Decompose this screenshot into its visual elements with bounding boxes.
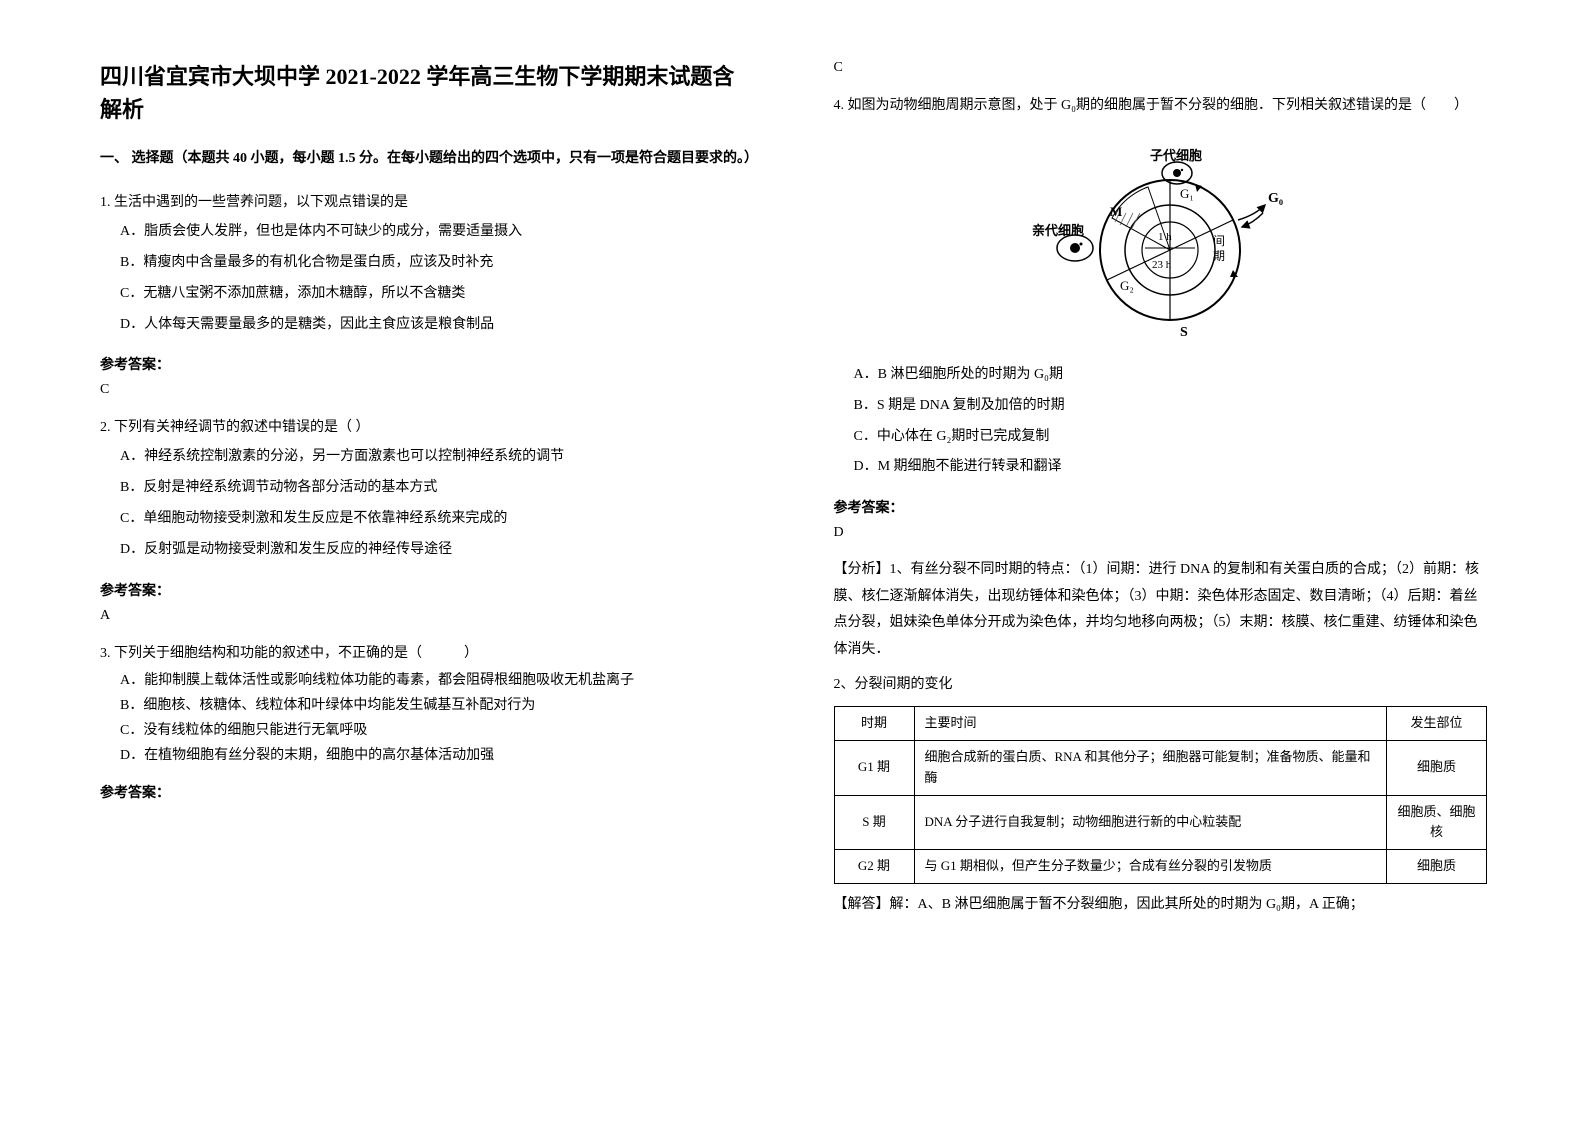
- q3-answer: C: [834, 60, 1488, 76]
- cell-g2-content: 与 G1 期相似，但产生分子数量少；合成有丝分裂的引发物质: [914, 850, 1387, 884]
- q1-opt-c: C．无糖八宝粥不添加蔗糖，添加木糖醇，所以不含糖类: [100, 279, 754, 310]
- q4-answer-label: 参考答案：: [834, 497, 1488, 517]
- table-row: G1 期 细胞合成新的蛋白质、RNA 和其他分子；细胞器可能复制；准备物质、能量…: [834, 740, 1487, 795]
- q1-opt-a: A．脂质会使人发胖，但也是体内不可缺少的成分，需要适量摄入: [100, 217, 754, 248]
- q2-opt-b: B．反射是神经系统调节动物各部分活动的基本方式: [100, 473, 754, 504]
- q3-opt-d: D．在植物细胞有丝分裂的末期，细胞中的高尔基体活动加强: [100, 743, 754, 768]
- section-header: 一、 选择题（本题共 40 小题，每小题 1.5 分。在每小题给出的四个选项中，…: [100, 146, 754, 171]
- q4-answer: D: [834, 525, 1488, 541]
- q3-text: 3. 下列关于细胞结构和功能的叙述中，不正确的是（ ）: [100, 640, 754, 668]
- cell-s-loc: 细胞质、细胞核: [1387, 795, 1487, 850]
- label-M: M: [1110, 204, 1122, 219]
- q2-text: 2. 下列有关神经调节的叙述中错误的是（ ）: [100, 414, 754, 442]
- label-S: S: [1180, 325, 1188, 340]
- cell-g1-content: 细胞合成新的蛋白质、RNA 和其他分子；细胞器可能复制；准备物质、能量和酶: [914, 740, 1387, 795]
- q1-text: 1. 生活中遇到的一些营养问题，以下观点错误的是: [100, 189, 754, 217]
- label-G0: G₀: [1268, 191, 1283, 206]
- cell-s-content: DNA 分子进行自我复制；动物细胞进行新的中心粒装配: [914, 795, 1387, 850]
- label-G2: G₂: [1120, 278, 1134, 293]
- th-content: 主要时间: [914, 707, 1387, 741]
- question-3: 3. 下列关于细胞结构和功能的叙述中，不正确的是（ ） A．能抑制膜上载体活性或…: [100, 640, 754, 769]
- q2-answer: A: [100, 608, 754, 624]
- page-title: 四川省宜宾市大坝中学 2021-2022 学年高三生物下学期期末试题含解析: [100, 60, 754, 126]
- q1-opt-d: D．人体每天需要量最多的是糖类，因此主食应该是粮食制品: [100, 310, 754, 341]
- cell-g1-period: G1 期: [834, 740, 914, 795]
- q2-answer-label: 参考答案：: [100, 580, 754, 600]
- q3-opt-a: A．能抑制膜上载体活性或影响线粒体功能的毒素，都会阻碍根细胞吸收无机盐离子: [100, 668, 754, 693]
- label-interphase-2: 期: [1213, 249, 1225, 263]
- q3-opt-b: B．细胞核、核糖体、线粒体和叶绿体中均能发生碱基互补配对行为: [100, 693, 754, 718]
- cell-g1-loc: 细胞质: [1387, 740, 1487, 795]
- label-1h: 1 h: [1158, 231, 1172, 243]
- q4-analysis-1: 【分析】1、有丝分裂不同时期的特点：（1）间期：进行 DNA 的复制和有关蛋白质…: [834, 557, 1488, 663]
- q2-opt-a: A．神经系统控制激素的分泌，另一方面激素也可以控制神经系统的调节: [100, 442, 754, 473]
- th-location: 发生部位: [1387, 707, 1487, 741]
- q1-opt-b: B．精瘦肉中含量最多的有机化合物是蛋白质，应该及时补充: [100, 248, 754, 279]
- interphase-table: 时期 主要时间 发生部位 G1 期 细胞合成新的蛋白质、RNA 和其他分子；细胞…: [834, 706, 1488, 884]
- q1-answer-label: 参考答案：: [100, 354, 754, 374]
- question-4: 4. 如图为动物细胞周期示意图，处于 G₀期的细胞属于暂不分裂的细胞．下列相关叙…: [834, 92, 1488, 483]
- table-row: S 期 DNA 分子进行自我复制；动物细胞进行新的中心粒装配 细胞质、细胞核: [834, 795, 1487, 850]
- q4-opt-b: B．S 期是 DNA 复制及加倍的时期: [834, 391, 1488, 422]
- cell-s-period: S 期: [834, 795, 914, 850]
- q4-text: 4. 如图为动物细胞周期示意图，处于 G₀期的细胞属于暂不分裂的细胞．下列相关叙…: [834, 92, 1488, 120]
- q4-opt-d: D．M 期细胞不能进行转录和翻译: [834, 452, 1488, 483]
- q2-opt-d: D．反射弧是动物接受刺激和发生反应的神经传导途径: [100, 535, 754, 566]
- q4-analysis-2: 2、分裂间期的变化: [834, 672, 1488, 699]
- q3-answer-label: 参考答案：: [100, 782, 754, 802]
- q3-opt-c: C．没有线粒体的细胞只能进行无氧呼吸: [100, 718, 754, 743]
- q1-answer: C: [100, 382, 754, 398]
- q4-opt-c: C．中心体在 G₂期时已完成复制: [834, 422, 1488, 453]
- table-row: G2 期 与 G1 期相似，但产生分子数量少；合成有丝分裂的引发物质 细胞质: [834, 850, 1487, 884]
- cell-g2-loc: 细胞质: [1387, 850, 1487, 884]
- q2-opt-c: C．单细胞动物接受刺激和发生反应是不依靠神经系统来完成的: [100, 504, 754, 535]
- q4-opt-a: A．B 淋巴细胞所处的时期为 G₀期: [834, 360, 1488, 391]
- label-daughter: 子代细胞: [1150, 148, 1202, 163]
- question-1: 1. 生活中遇到的一些营养问题，以下观点错误的是 A．脂质会使人发胖，但也是体内…: [100, 189, 754, 340]
- q4-solution: 【解答】解：A、B 淋巴细胞属于暂不分裂细胞，因此其所处的时期为 G₀期，A 正…: [834, 892, 1488, 919]
- cell-g2-period: G2 期: [834, 850, 914, 884]
- cell-cycle-diagram: 亲代细胞 子代细胞 M: [834, 140, 1488, 340]
- table-header-row: 时期 主要时间 发生部位: [834, 707, 1487, 741]
- question-2: 2. 下列有关神经调节的叙述中错误的是（ ） A．神经系统控制激素的分泌，另一方…: [100, 414, 754, 565]
- label-G1: G₁: [1180, 186, 1194, 201]
- label-interphase-1: 间: [1213, 234, 1225, 248]
- th-period: 时期: [834, 707, 914, 741]
- label-23h: 23 h: [1152, 259, 1172, 271]
